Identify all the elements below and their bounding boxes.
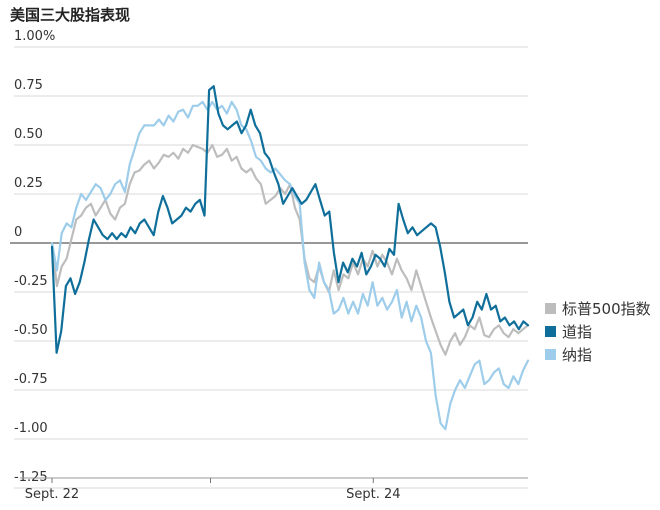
y-tick-label: 0.25 [14,176,43,191]
chart-title: 美国三大股指表现 [10,6,131,24]
series-line-sp500 [50,143,530,356]
y-tick-label: -0.25 [14,274,48,289]
series-line-dow [50,85,530,354]
y-tick-label: 1.00% [14,29,55,44]
legend-swatch-dow [545,326,556,337]
y-tick-label: 0.75 [14,78,43,93]
y-tick-label: 0 [14,225,22,240]
y-tick-label: -0.75 [14,372,48,387]
y-tick-label: 0.50 [14,127,43,142]
legend-label-nasdaq: 纳指 [562,346,592,364]
x-tick-label: Sept. 24 [346,487,400,502]
legend-swatch-sp500 [545,303,556,314]
legend-label-sp500: 标普500指数 [562,300,651,318]
x-tick-label: Sept. 22 [25,487,79,502]
legend-label-dow: 道指 [562,323,592,341]
y-tick-label: -0.50 [14,323,48,338]
legend-swatch-nasdaq [545,349,556,360]
series-line-nasdaq [50,100,530,431]
y-tick-label: -1.00 [14,421,48,436]
